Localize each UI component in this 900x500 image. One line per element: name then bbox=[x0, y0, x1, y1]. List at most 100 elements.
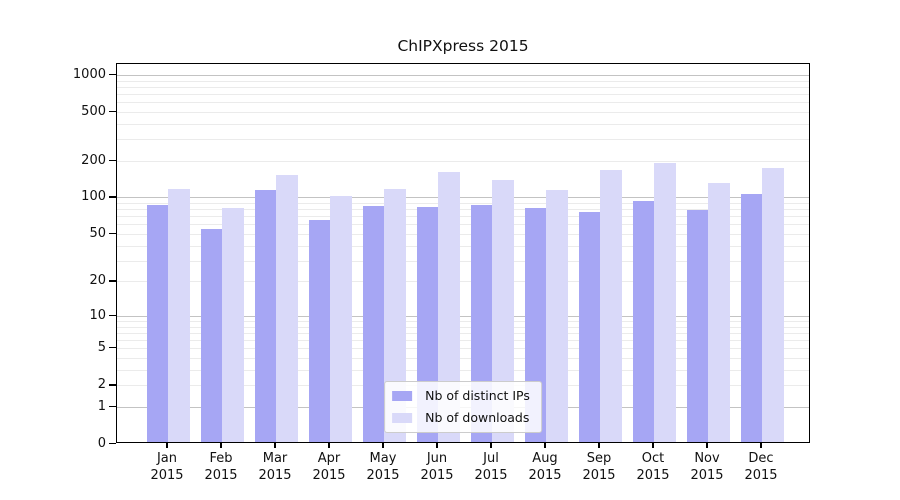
gridline-y-900 bbox=[117, 80, 809, 82]
legend-item-downloads: Nb of downloads bbox=[392, 410, 530, 425]
y-tick-mark-50 bbox=[109, 232, 116, 235]
bar-aug-2015-downloads bbox=[546, 189, 568, 442]
x-tick-mark-jun-2015 bbox=[436, 443, 438, 448]
y-tick-mark-5 bbox=[109, 347, 116, 349]
bar-nov-2015-downloads bbox=[708, 182, 730, 442]
bar-sep-2015-distinct-ips bbox=[578, 211, 600, 442]
x-tick-label-mar-2015: Mar 2015 bbox=[258, 451, 292, 483]
gridline-y-100 bbox=[117, 197, 809, 199]
x-tick-mark-apr-2015 bbox=[328, 443, 330, 448]
x-tick-label-feb-2015: Feb 2015 bbox=[204, 451, 238, 483]
gridline-y-200 bbox=[117, 160, 809, 162]
gridline-y-30 bbox=[117, 260, 809, 262]
x-tick-label-jun-2015: Jun 2015 bbox=[420, 451, 454, 483]
gridline-y-6 bbox=[117, 340, 809, 342]
bar-sep-2015-downloads bbox=[600, 169, 622, 442]
bar-oct-2015-distinct-ips bbox=[632, 200, 654, 442]
y-tick-mark-0 bbox=[109, 442, 116, 445]
x-tick-mark-aug-2015 bbox=[544, 443, 546, 448]
legend-label-distinct-ips: Nb of distinct IPs bbox=[425, 388, 530, 403]
y-tick-mark-500 bbox=[109, 110, 116, 113]
x-tick-label-jul-2015: Jul 2015 bbox=[474, 451, 508, 483]
bar-oct-2015-downloads bbox=[654, 162, 676, 442]
gridline-y-1000 bbox=[117, 74, 809, 76]
y-tick-mark-2 bbox=[109, 384, 116, 386]
x-tick-mark-nov-2015 bbox=[706, 443, 708, 448]
gridline-y-70 bbox=[117, 216, 809, 218]
gridline-y-800 bbox=[117, 86, 809, 88]
gridline-y-5 bbox=[117, 348, 809, 350]
y-tick-label-500: 500 bbox=[81, 103, 106, 119]
bar-feb-2015-downloads bbox=[222, 207, 244, 442]
y-tick-label-0: 0 bbox=[97, 436, 106, 451]
legend-label-downloads: Nb of downloads bbox=[425, 410, 530, 425]
bar-dec-2015-downloads bbox=[762, 168, 784, 442]
bar-mar-2015-downloads bbox=[276, 174, 298, 442]
bar-nov-2015-distinct-ips bbox=[686, 210, 708, 442]
x-tick-mark-oct-2015 bbox=[652, 443, 654, 448]
y-tick-label-100: 100 bbox=[81, 189, 106, 205]
bar-jan-2015-downloads bbox=[168, 188, 190, 442]
legend-swatch-downloads bbox=[392, 412, 413, 423]
gridline-y-60 bbox=[117, 224, 809, 226]
y-tick-label-10: 10 bbox=[89, 307, 106, 323]
y-tick-label-1: 1 bbox=[97, 398, 106, 414]
bar-may-2015-downloads bbox=[384, 188, 406, 442]
x-tick-mark-jul-2015 bbox=[490, 443, 492, 448]
x-tick-label-aug-2015: Aug 2015 bbox=[528, 451, 562, 483]
x-tick-label-may-2015: May 2015 bbox=[366, 451, 400, 483]
gridline-y-40 bbox=[117, 245, 809, 247]
y-tick-label-5: 5 bbox=[97, 340, 106, 356]
y-tick-label-200: 200 bbox=[81, 152, 106, 168]
x-tick-label-dec-2015: Dec 2015 bbox=[744, 451, 778, 483]
bar-dec-2015-distinct-ips bbox=[740, 193, 762, 442]
gridline-y-7 bbox=[117, 332, 809, 334]
y-tick-mark-1000 bbox=[109, 73, 116, 76]
x-tick-mark-mar-2015 bbox=[274, 443, 276, 448]
gridline-y-400 bbox=[117, 123, 809, 125]
gridline-y-90 bbox=[117, 203, 809, 205]
bar-may-2015-distinct-ips bbox=[362, 205, 384, 442]
legend: Nb of distinct IPs Nb of downloads bbox=[384, 381, 542, 433]
bar-jan-2015-distinct-ips bbox=[146, 205, 168, 442]
y-tick-mark-100 bbox=[109, 196, 116, 198]
y-tick-label-50: 50 bbox=[89, 225, 106, 241]
y-tick-label-2: 2 bbox=[97, 377, 106, 393]
bar-feb-2015-distinct-ips bbox=[200, 229, 222, 442]
bar-apr-2015-downloads bbox=[330, 195, 352, 442]
chart-title: ChIPXpress 2015 bbox=[397, 37, 529, 55]
bar-jul-2015-downloads bbox=[492, 180, 514, 442]
x-tick-mark-sep-2015 bbox=[598, 443, 600, 448]
gridline-y-600 bbox=[117, 102, 809, 104]
x-tick-mark-feb-2015 bbox=[220, 443, 222, 448]
gridline-y-8 bbox=[117, 326, 809, 328]
x-tick-label-nov-2015: Nov 2015 bbox=[690, 451, 724, 483]
y-tick-label-20: 20 bbox=[89, 273, 106, 289]
x-tick-label-jan-2015: Jan 2015 bbox=[150, 451, 184, 483]
bar-jun-2015-downloads bbox=[438, 171, 460, 442]
x-tick-mark-dec-2015 bbox=[760, 443, 762, 448]
gridline-y-80 bbox=[117, 209, 809, 211]
x-tick-mark-may-2015 bbox=[382, 443, 384, 448]
x-tick-label-oct-2015: Oct 2015 bbox=[636, 451, 670, 483]
x-tick-mark-jan-2015 bbox=[166, 443, 168, 448]
legend-item-distinct-ips: Nb of distinct IPs bbox=[392, 388, 530, 403]
gridline-y-500 bbox=[117, 111, 809, 113]
plot-area: Nb of distinct IPs Nb of downloads bbox=[116, 63, 810, 443]
gridline-y-3 bbox=[117, 369, 809, 371]
y-tick-label-1000: 1000 bbox=[72, 66, 106, 82]
gridline-y-50 bbox=[117, 233, 809, 235]
y-tick-mark-200 bbox=[109, 159, 116, 161]
y-tick-mark-10 bbox=[109, 314, 116, 317]
x-tick-label-apr-2015: Apr 2015 bbox=[312, 451, 346, 483]
gridline-y-4 bbox=[117, 358, 809, 360]
y-tick-mark-20 bbox=[109, 280, 116, 282]
gridline-y-20 bbox=[117, 281, 809, 283]
gridline-y-300 bbox=[117, 139, 809, 141]
gridline-y-10 bbox=[117, 315, 809, 317]
bar-apr-2015-distinct-ips bbox=[308, 220, 330, 442]
legend-swatch-distinct-ips bbox=[392, 390, 413, 401]
x-tick-label-sep-2015: Sep 2015 bbox=[582, 451, 616, 483]
gridline-y-700 bbox=[117, 93, 809, 95]
